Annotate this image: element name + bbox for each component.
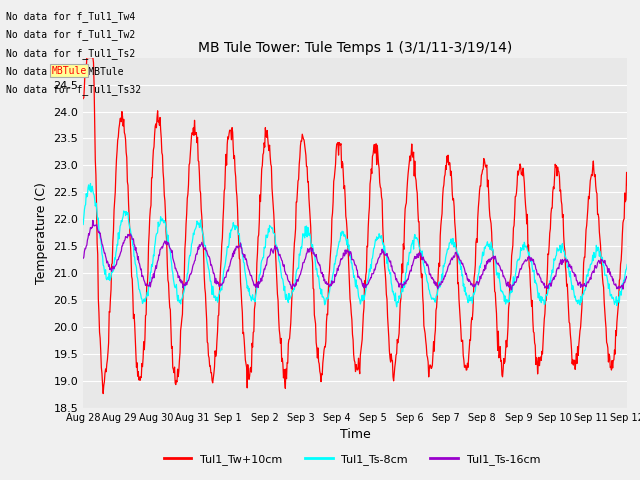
Title: MB Tule Tower: Tule Temps 1 (3/1/11-3/19/14): MB Tule Tower: Tule Temps 1 (3/1/11-3/19… <box>198 41 513 55</box>
Text: No data for f_Tul1_Ts32: No data for f_Tul1_Ts32 <box>6 84 141 95</box>
Text: No data for f_Tul1_Ts2: No data for f_Tul1_Ts2 <box>6 48 136 59</box>
Text: No data for f_Tul1_Tw2: No data for f_Tul1_Tw2 <box>6 29 136 40</box>
Legend: Tul1_Tw+10cm, Tul1_Ts-8cm, Tul1_Ts-16cm: Tul1_Tw+10cm, Tul1_Ts-8cm, Tul1_Ts-16cm <box>159 450 545 469</box>
Text: No data for f_Tul1_Tw4: No data for f_Tul1_Tw4 <box>6 11 136 22</box>
X-axis label: Time: Time <box>340 429 371 442</box>
Text: No data for f_MBTule: No data for f_MBTule <box>6 66 124 77</box>
Text: MBTule: MBTule <box>51 66 86 76</box>
Y-axis label: Temperature (C): Temperature (C) <box>35 182 48 284</box>
